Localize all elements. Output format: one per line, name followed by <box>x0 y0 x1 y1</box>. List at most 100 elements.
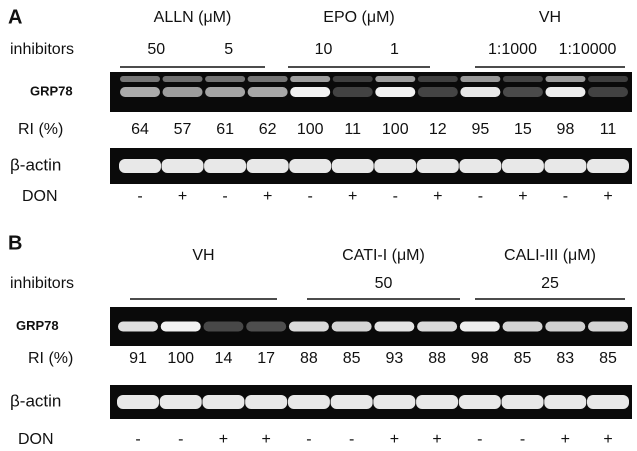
ri-value: 11 <box>344 121 361 138</box>
grp78-band <box>460 87 500 97</box>
grp78-band <box>418 87 458 97</box>
actin-band <box>502 159 544 173</box>
grp78-band <box>205 87 245 97</box>
don-sign: + <box>219 431 228 448</box>
grp78-band-upper <box>333 76 373 82</box>
grp78-band <box>246 322 286 332</box>
don-sign: - <box>222 188 227 205</box>
grp78-label: GRP78 <box>16 318 59 333</box>
dose: 1 <box>390 41 399 58</box>
don-sign: - <box>563 188 568 205</box>
don-sign: - <box>306 431 311 448</box>
ri-value: 100 <box>382 121 409 138</box>
grp78-band <box>374 322 414 332</box>
panel-label: A <box>8 6 22 28</box>
actin-band <box>459 159 501 173</box>
grp78-band <box>588 322 628 332</box>
don-sign: + <box>178 188 187 205</box>
actin-band <box>202 395 244 409</box>
ri-value: 88 <box>300 350 318 367</box>
actin-band <box>247 159 289 173</box>
ri-value: 88 <box>428 350 446 367</box>
ri-value: 91 <box>129 350 147 367</box>
actin-band <box>204 159 246 173</box>
don-sign: - <box>478 188 483 205</box>
actin-band <box>544 159 586 173</box>
ri-value: 100 <box>167 350 194 367</box>
actin-label: β-actin <box>10 391 61 410</box>
inhibitors-label: inhibitors <box>10 41 74 58</box>
actin-band <box>245 395 287 409</box>
grp78-band-upper <box>205 76 245 82</box>
grp78-band <box>375 87 415 97</box>
grp78-band-upper <box>120 76 160 82</box>
grp78-label: GRP78 <box>30 83 73 98</box>
dose: 50 <box>375 275 393 292</box>
ri-value: 95 <box>471 121 489 138</box>
ri-value: 11 <box>600 121 617 138</box>
ri-value: 57 <box>174 121 192 138</box>
dose: 25 <box>541 275 559 292</box>
ri-value: 85 <box>514 350 532 367</box>
grp78-band <box>289 322 329 332</box>
actin-label: β-actin <box>10 155 61 174</box>
don-sign: - <box>477 431 482 448</box>
actin-band <box>502 395 544 409</box>
panel-label: B <box>8 232 22 254</box>
actin-band <box>587 395 629 409</box>
ri-value: 64 <box>131 121 149 138</box>
don-sign: + <box>433 188 442 205</box>
don-sign: + <box>348 188 357 205</box>
grp78-band <box>248 87 288 97</box>
don-sign: - <box>349 431 354 448</box>
don-sign: - <box>308 188 313 205</box>
actin-band <box>288 395 330 409</box>
actin-band <box>289 159 331 173</box>
grp78-band <box>588 87 628 97</box>
grp78-band <box>118 322 158 332</box>
ri-value: 12 <box>429 121 447 138</box>
don-sign: - <box>137 188 142 205</box>
dose: 1:1000 <box>488 41 537 58</box>
don-sign: + <box>432 431 441 448</box>
grp78-band <box>290 87 330 97</box>
ri-value: 98 <box>471 350 489 367</box>
don-label: DON <box>22 188 58 205</box>
grp78-band <box>120 87 160 97</box>
dose: 5 <box>224 41 233 58</box>
don-sign: + <box>561 431 570 448</box>
grp78-band-upper <box>290 76 330 82</box>
actin-band <box>117 395 159 409</box>
grp78-band-upper <box>248 76 288 82</box>
don-label: DON <box>18 431 54 448</box>
don-sign: + <box>263 188 272 205</box>
actin-band <box>373 395 415 409</box>
actin-band <box>119 159 161 173</box>
ri-value: 14 <box>215 350 233 367</box>
grp78-band-upper <box>460 76 500 82</box>
grp78-band <box>203 322 243 332</box>
group-name: ALLN (μM) <box>154 9 232 26</box>
dose: 1:10000 <box>559 41 617 58</box>
group-name: CATI-I (μM) <box>342 247 425 264</box>
ri-value: 85 <box>599 350 617 367</box>
group-name: VH <box>192 247 214 264</box>
ri-value: 100 <box>297 121 324 138</box>
grp78-band-upper <box>503 76 543 82</box>
actin-band <box>459 395 501 409</box>
ri-value: 17 <box>257 350 275 367</box>
don-sign: - <box>135 431 140 448</box>
don-sign: + <box>518 188 527 205</box>
grp78-band <box>545 87 585 97</box>
ri-value: 98 <box>557 121 575 138</box>
ri-value: 83 <box>556 350 574 367</box>
ri-value: 93 <box>385 350 403 367</box>
ri-value: 15 <box>514 121 532 138</box>
grp78-band-upper <box>545 76 585 82</box>
dose: 10 <box>315 41 333 58</box>
inhibitors-label: inhibitors <box>10 275 74 292</box>
dose: 50 <box>147 41 165 58</box>
don-sign: - <box>520 431 525 448</box>
grp78-band <box>161 322 201 332</box>
group-name: CALI-III (μM) <box>504 247 596 264</box>
